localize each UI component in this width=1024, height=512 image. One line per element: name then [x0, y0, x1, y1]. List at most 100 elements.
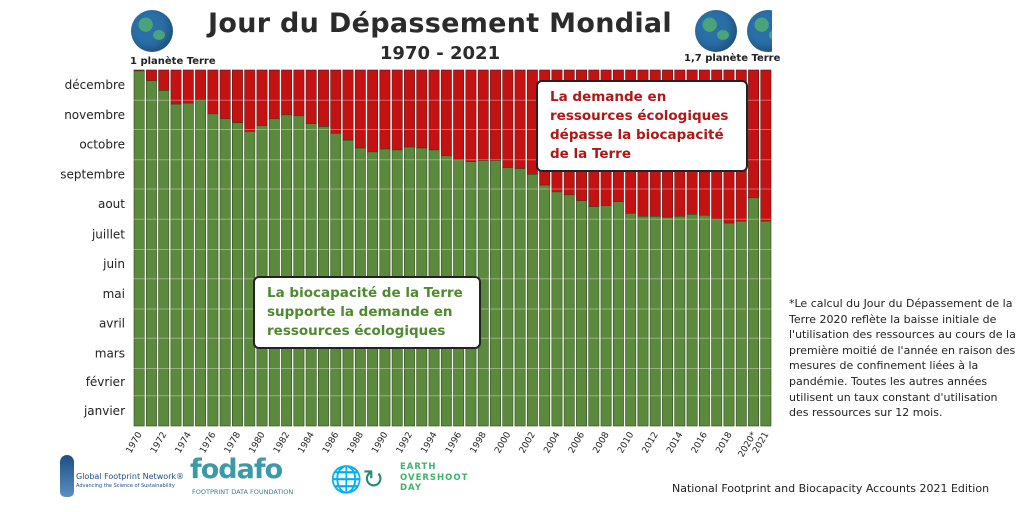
earth-globe-icon: [131, 10, 173, 52]
year-label: 1990: [370, 430, 390, 455]
fodafo-logo-text: FODAFO: [190, 454, 283, 485]
biocapacity-bar-2002: [526, 174, 538, 427]
year-label: 1996: [444, 430, 464, 455]
biocapacity-bar-2016: [698, 215, 710, 427]
overshoot-bar-1984: [305, 69, 317, 124]
biocapacity-bar-1983: [293, 115, 305, 427]
month-label-11: décembre: [65, 78, 125, 92]
biocapacity-bar-2013: [662, 216, 673, 427]
year-label: 2006: [567, 430, 587, 455]
overshoot-bar-1991: [391, 69, 403, 151]
fodafo-logo: FODAFO FOOTPRINT DATA FOUNDATION: [190, 454, 305, 498]
month-label-8: septembre: [60, 167, 125, 181]
biocapacity-bar-1982: [281, 114, 293, 427]
gfn-logo-tagline: Advancing the Science of Sustainability: [76, 483, 175, 489]
overshoot-bar-1985: [318, 69, 329, 127]
year-label: 1986: [321, 430, 341, 455]
overshoot-bar-1974: [182, 69, 194, 104]
overshoot-bar-1971: [145, 69, 157, 82]
source-credit: National Footprint and Biocapacity Accou…: [672, 482, 990, 495]
overshoot-bar-1983: [293, 69, 305, 117]
year-label: 1980: [248, 430, 268, 455]
biocapacity-bar-2006: [576, 200, 587, 427]
year-label: 1994: [420, 430, 440, 455]
overshoot-bar-1997: [465, 69, 477, 162]
biocapacity-bar-2018: [723, 222, 735, 427]
biocapacity-bar-1977: [219, 118, 231, 427]
overshoot-bar-1999: [490, 69, 501, 162]
eod-logo-text: EARTH OVERSHOOT DAY: [400, 462, 469, 493]
year-label: 2000: [493, 430, 513, 455]
year-label: 2012: [641, 431, 661, 456]
planet-ratio-label: 1,7 planète Terre: [684, 53, 781, 64]
fodafo-logo-subtitle: FOOTPRINT DATA FOUNDATION: [192, 488, 294, 496]
overshoot-bar-1988: [354, 69, 366, 149]
one-planet-label: 1 planète Terre: [130, 56, 216, 67]
biocapacity-bar-2004: [551, 191, 563, 427]
year-label: 1998: [469, 430, 489, 455]
month-label-7: aout: [98, 197, 125, 211]
year-label: 2016: [690, 430, 710, 455]
biocapacity-bar-1975: [195, 99, 207, 427]
month-label-6: juillet: [91, 227, 125, 241]
overshoot-bar-1996: [453, 69, 465, 161]
overshoot-bar-1989: [367, 69, 379, 153]
overshoot-bar-1975: [195, 69, 207, 101]
biocapacity-bar-1981: [268, 118, 280, 427]
overshoot-bar-2000: [502, 69, 514, 168]
biocapacity-bar-1970: [133, 70, 145, 427]
biocapacity-bar-2008: [600, 205, 612, 427]
overshoot-annotation-box: La demande en ressources écologiques dép…: [536, 80, 748, 172]
biocapacity-bar-1999: [490, 160, 501, 427]
overshoot-bar-1994: [428, 69, 440, 151]
biocapacity-bar-2019: [735, 220, 747, 427]
year-label: 1970: [125, 430, 145, 455]
globe-loop-icon: 🌐↻: [330, 465, 385, 495]
year-label: 1984: [297, 430, 317, 455]
year-label: 1972: [149, 431, 169, 456]
biocapacity-bar-2015: [686, 214, 698, 427]
biocapacity-annotation-box: La biocapacité de la Terre supporte la d…: [253, 276, 481, 349]
month-label-3: avril: [99, 317, 125, 331]
biocapacity-bar-1973: [170, 103, 182, 427]
overshoot-bar-1986: [330, 69, 342, 134]
biocapacity-bar-2005: [563, 194, 575, 427]
overshoot-bar-1998: [477, 69, 489, 162]
biocapacity-bar-2020*: [748, 197, 760, 427]
biocapacity-bar-2014: [674, 216, 686, 427]
overshoot-bar-1990: [379, 69, 391, 150]
biocapacity-bar-1984: [305, 123, 317, 427]
month-label-4: mai: [103, 287, 125, 301]
month-label-10: novembre: [64, 108, 125, 122]
biocapacity-bar-2011: [637, 216, 649, 427]
biocapacity-bar-2007: [588, 206, 600, 427]
overshoot-bar-1972: [158, 69, 170, 91]
year-label: 2010: [616, 430, 636, 455]
year-label: 2018: [714, 430, 734, 455]
year-label: 1982: [272, 431, 292, 456]
month-label-9: octobre: [79, 138, 125, 152]
year-label: 1976: [198, 430, 218, 455]
footprint-icon: [60, 455, 74, 497]
overshoot-bar-1981: [268, 69, 280, 120]
month-label-5: juin: [102, 257, 125, 271]
biocapacity-bar-2017: [711, 218, 723, 427]
biocapacity-bar-2000: [502, 167, 514, 427]
gfn-logo-text: Global Footprint Network®: [76, 472, 185, 481]
earth-globe-icon: [695, 10, 737, 52]
year-label: 1978: [223, 430, 243, 455]
biocapacity-bar-1974: [182, 102, 194, 427]
overshoot-bar-1980: [256, 69, 268, 126]
biocapacity-bar-1972: [158, 90, 170, 427]
biocapacity-bar-2001: [514, 168, 526, 427]
overshoot-bar-2021: [760, 69, 772, 222]
biocapacity-bar-1978: [232, 122, 243, 427]
month-label-1: février: [86, 375, 125, 389]
footnote: *Le calcul du Jour du Dépassement de la …: [789, 297, 1016, 420]
biocapacity-bar-1976: [207, 113, 219, 427]
month-label-2: mars: [95, 346, 125, 360]
year-label: 2014: [665, 430, 685, 455]
earth-overshoot-day-logo: 🌐↻ EARTH OVERSHOOT DAY: [330, 462, 470, 498]
global-footprint-network-logo: Global Footprint Network® Advancing the …: [60, 455, 184, 500]
